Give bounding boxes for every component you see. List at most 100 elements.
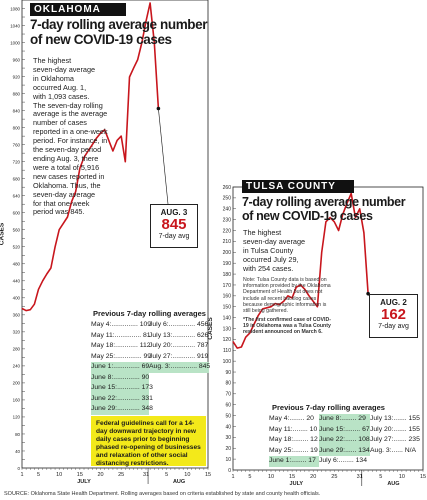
prev-row: May 11:........ 10 June 15:........ 67Jul… (269, 424, 422, 435)
tulsa-title-line-1: 7-day rolling average number (242, 195, 406, 209)
oklahoma-ytick-label: 880 (13, 91, 21, 96)
prev-cell: May 4:........ 20 (269, 415, 314, 422)
prev-cell: June 8:.............. 90 (91, 372, 149, 383)
prev-cell: Aug. 3:...... N/A (370, 446, 417, 454)
oklahoma-xtick-label: 25 (118, 472, 124, 478)
tulsa-ytick-label: 220 (223, 228, 232, 234)
oklahoma-data-point (108, 140, 110, 141)
tulsa-data-point (291, 297, 293, 299)
oklahoma-ytick-label: 440 (13, 279, 21, 284)
prev-cell: May 4:.............. 109 (91, 321, 152, 328)
oklahoma-title-line-1: 7-day rolling average number (30, 17, 208, 32)
oklahoma-ytick-label: 160 (13, 398, 21, 403)
tulsa-xtick-label: 1 (231, 474, 234, 480)
oklahoma-ytick-label: 840 (13, 108, 21, 113)
tulsa-data-point (346, 202, 348, 204)
tulsa-ytick-label: 170 (223, 283, 232, 289)
tulsa-data-point (304, 288, 306, 290)
oklahoma-callout-date: AUG. 3 (160, 208, 188, 217)
description-line: seven-day average (243, 236, 306, 246)
tulsa-data-note: Note: Tulsa County data is based on info… (243, 277, 331, 315)
oklahoma-callout: AUG. 3 845 7-day avg (150, 204, 198, 248)
tulsa-ytick-label: 110 (223, 348, 231, 354)
tulsa-ytick-label: 10 (225, 457, 231, 463)
tulsa-xtick-label: 25 (331, 474, 337, 480)
description-line: occurred Aug. 1, (33, 82, 87, 92)
oklahoma-data-point (46, 273, 48, 275)
tulsa-data-point (257, 315, 259, 316)
prev-cell: July 27:....... 235 (370, 436, 420, 443)
description-line: the seven-day period (33, 145, 102, 155)
oklahoma-xtick-label: 15 (77, 472, 83, 478)
description-line: period. For instance, in (33, 136, 108, 146)
oklahoma-ytick-label: 960 (13, 57, 21, 62)
oklahoma-data-point (104, 129, 106, 131)
prev-row: May 18:........ 12June 22:...... 108July… (269, 435, 422, 446)
oklahoma-ytick-label: 920 (13, 74, 21, 79)
prev-row: June 8:.............. 90 (91, 372, 209, 383)
tulsa-month-label: JULY (290, 481, 304, 487)
oklahoma-data-point (124, 161, 126, 163)
oklahoma-data-point (100, 132, 101, 134)
tulsa-ytick-label: 80 (225, 381, 231, 387)
prev-cell: May 25:........ 19 (269, 446, 318, 454)
tulsa-ylabel: CASES (207, 317, 214, 340)
tulsa-xtick-label: 10 (399, 474, 405, 480)
oklahoma-ytick-label: 0 (18, 466, 21, 471)
tulsa-ytick-label: 40 (225, 424, 231, 430)
tulsa-xtick-label: 31 (357, 474, 363, 480)
oklahoma-ytick-label: 240 (13, 364, 21, 369)
tulsa-ytick-label: 160 (223, 294, 232, 300)
tulsa-month-label: AUG (387, 481, 399, 487)
oklahoma-data-point (34, 303, 35, 305)
description-line: for that one-week (33, 198, 90, 208)
tulsa-ytick-label: 250 (223, 196, 232, 202)
prev-cell: June 8:........ 29 (319, 414, 370, 425)
description-line: occurred July 29, (243, 254, 299, 264)
oklahoma-ytick-label: 720 (13, 159, 21, 164)
prev-row: May 4:.............. 109July 6:.........… (91, 320, 209, 331)
prev-cell: July 6:........ 134 (319, 457, 367, 464)
tulsa-ytick-label: 150 (223, 305, 232, 311)
oklahoma-data-line (21, 2, 160, 312)
tulsa-data-point (300, 284, 301, 286)
oklahoma-ytick-label: 600 (13, 211, 21, 216)
oklahoma-xtick-label: 5 (165, 472, 168, 478)
prev-cell: May 11:........ 10 (269, 425, 318, 433)
oklahoma-ytick-label: 80 (15, 432, 20, 437)
oklahoma-ytick-label: 640 (13, 194, 21, 199)
tulsa-xtick-label: 5 (248, 474, 251, 480)
oklahoma-data-point (79, 167, 81, 169)
oklahoma-data-point (42, 280, 44, 282)
oklahoma-data-point (137, 59, 139, 60)
prev-row: May 4:........ 20 June 8:........ 29 July … (269, 414, 422, 425)
oklahoma-ytick-label: 40 (15, 449, 20, 454)
oklahoma-data-point (153, 42, 155, 43)
tulsa-ytick-label: 240 (223, 207, 232, 213)
description-line: The highest (33, 56, 72, 65)
oklahoma-ytick-label: 1040 (10, 23, 20, 28)
oklahoma-xtick-label: 5 (37, 472, 40, 478)
oklahoma-data-point (149, 2, 151, 4)
tulsa-data-point (232, 341, 234, 342)
tulsa-data-point (279, 304, 280, 305)
prev-row: June 15:............ 173 (91, 383, 209, 394)
oklahoma-data-point (62, 222, 64, 224)
oklahoma-xtick-label: 31 (143, 472, 149, 478)
oklahoma-data-point (75, 191, 77, 192)
tulsa-data-point (363, 232, 365, 234)
oklahoma-data-point (129, 76, 130, 78)
prev-cell: Aug. 3:.............. 845 (149, 362, 210, 373)
description-line: average is the average (33, 109, 108, 119)
tulsa-ytick-label: 50 (225, 413, 231, 419)
tulsa-data-point (270, 306, 272, 308)
source-note: SOURCE: Oklahoma State Health Department… (4, 491, 321, 497)
oklahoma-data-point (83, 157, 85, 158)
oklahoma-callout-leader (158, 108, 169, 205)
oklahoma-data-point (21, 308, 23, 309)
oklahoma-tag: OKLAHOMA (30, 3, 126, 16)
tulsa-ytick-label: 200 (223, 250, 232, 256)
oklahoma-ytick-label: 360 (13, 313, 21, 318)
oklahoma-ytick-label: 520 (13, 245, 21, 250)
tulsa-data-point (350, 193, 352, 194)
